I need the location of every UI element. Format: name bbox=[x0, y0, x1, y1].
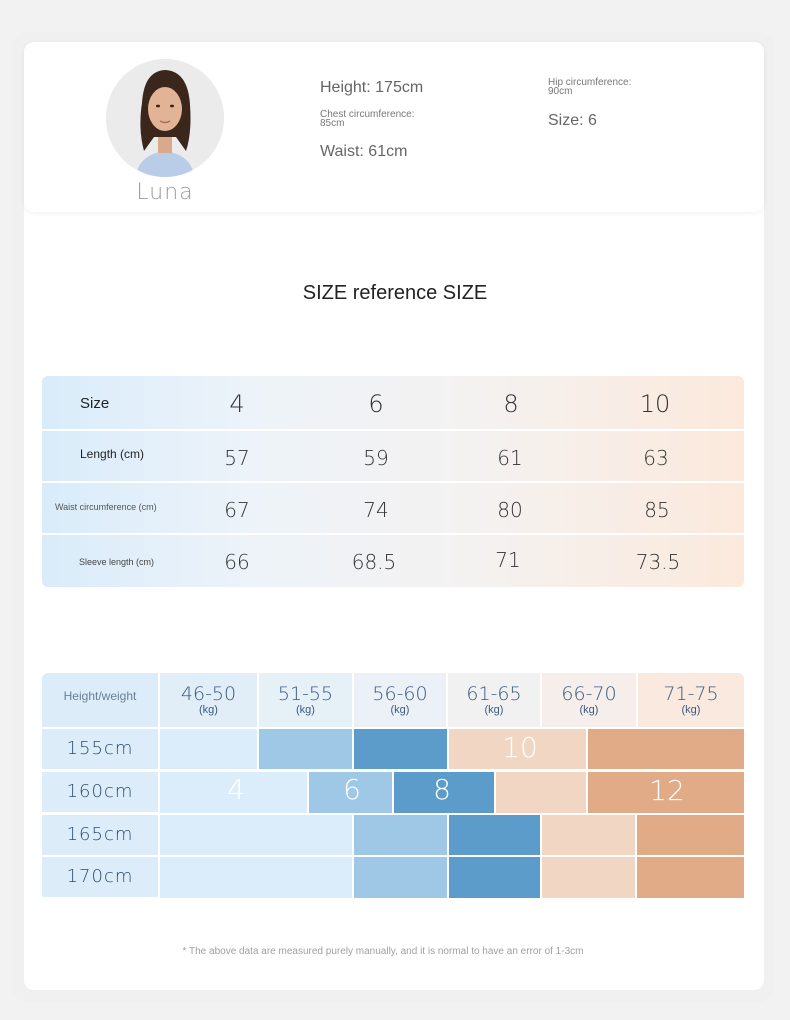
size-header-cell: 10 bbox=[639, 390, 671, 418]
size-10-label: 10 bbox=[502, 731, 538, 764]
size-8-block bbox=[449, 815, 540, 855]
size-8-label: 8 bbox=[433, 773, 451, 806]
size-12-label: 12 bbox=[649, 774, 685, 807]
row-divider bbox=[42, 429, 744, 431]
hw-header-text: Height/weight bbox=[63, 689, 137, 703]
size-header-label: Size bbox=[80, 395, 110, 412]
weight-range-value: 56-60 bbox=[372, 683, 428, 705]
table-row: Sleeve length (cm) 66 68.5 71 73.5 bbox=[42, 535, 744, 587]
table-cell: 80 bbox=[497, 498, 523, 522]
model-name: Luna bbox=[136, 180, 194, 205]
size-header-row: Size 4 6 8 10 bbox=[42, 376, 744, 429]
height-label: 160cm bbox=[42, 772, 158, 812]
model-height: Height: 175cm bbox=[320, 79, 424, 96]
size-12-block bbox=[637, 815, 744, 855]
table-cell: 85 bbox=[644, 498, 670, 522]
table-row: Waist circumference (cm) 67 74 80 85 bbox=[42, 483, 744, 533]
weight-range-value: 46-50 bbox=[180, 683, 237, 705]
size-header-cell: 8 bbox=[503, 390, 519, 418]
weight-range-value: 51-55 bbox=[277, 683, 334, 705]
model-hip: Hip circumference: 90cm bbox=[548, 77, 632, 97]
size-header-cell: 6 bbox=[368, 390, 384, 418]
weight-range: 51-55 (kg) bbox=[259, 673, 352, 727]
weight-unit: (kg) bbox=[484, 704, 504, 716]
model-waist: Waist: 61cm bbox=[320, 143, 408, 160]
row-label: Waist circumference (cm) bbox=[55, 502, 157, 512]
weight-unit: (kg) bbox=[681, 704, 701, 716]
model-card: Luna Height: 175cm Chest circumference: … bbox=[24, 42, 764, 212]
size-8-block bbox=[449, 857, 540, 898]
weight-range: 61-65 (kg) bbox=[448, 673, 540, 727]
weight-unit: (kg) bbox=[579, 704, 599, 716]
table-cell: 71 bbox=[495, 548, 521, 572]
weight-range: 56-60 (kg) bbox=[354, 673, 446, 727]
measurement-footnote: * The above data are measured purely man… bbox=[182, 946, 584, 957]
height-weight-chart: Height/weight 46-50 (kg) 51-55 (kg) 56-6… bbox=[42, 673, 744, 899]
height-label: 170cm bbox=[42, 857, 158, 897]
size-10-block bbox=[449, 729, 586, 769]
weight-range-value: 71-75 bbox=[663, 683, 719, 705]
size-6-block bbox=[354, 857, 447, 898]
size-6-label: 6 bbox=[343, 773, 361, 806]
row-label: Length (cm) bbox=[80, 447, 145, 461]
size-8-block bbox=[394, 772, 494, 813]
section-title: SIZE reference SIZE bbox=[302, 282, 488, 304]
table-cell: 68.5 bbox=[351, 550, 397, 574]
height-label: 155cm bbox=[42, 729, 158, 769]
weight-range: 66-70 (kg) bbox=[542, 673, 636, 727]
table-cell: 57 bbox=[224, 446, 250, 470]
table-cell: 66 bbox=[224, 550, 250, 574]
weight-range-value: 61-65 bbox=[466, 683, 522, 705]
table-cell: 61 bbox=[497, 446, 523, 470]
hw-header-label: Height/weight bbox=[42, 673, 158, 727]
size-table: Size 4 6 8 10 Length (cm) 57 59 61 63 Wa… bbox=[42, 376, 744, 587]
row-label: Sleeve length (cm) bbox=[79, 557, 155, 567]
size-10-block bbox=[542, 815, 635, 855]
table-cell: 73.5 bbox=[635, 550, 681, 574]
table-cell: 74 bbox=[363, 498, 389, 522]
table-cell: 59 bbox=[363, 446, 389, 470]
size-8-block bbox=[354, 729, 447, 769]
size-6-block bbox=[309, 772, 392, 813]
row-divider bbox=[42, 533, 744, 535]
weight-unit: (kg) bbox=[390, 704, 410, 716]
size-10-block bbox=[542, 857, 635, 898]
size-header-cell: 4 bbox=[229, 390, 245, 418]
size-6-block bbox=[354, 815, 447, 855]
weight-range: 46-50 (kg) bbox=[160, 673, 257, 727]
weight-unit: (kg) bbox=[296, 704, 315, 716]
height-label: 165cm bbox=[42, 815, 158, 855]
size-6-block bbox=[259, 729, 352, 769]
size-10-block bbox=[496, 772, 586, 813]
weight-range: 71-75 (kg) bbox=[638, 673, 744, 727]
size-12-block bbox=[637, 857, 744, 898]
size-12-block bbox=[588, 772, 744, 813]
model-portrait-icon bbox=[106, 59, 224, 177]
row-divider bbox=[42, 481, 744, 483]
size-12-block bbox=[588, 729, 744, 769]
weight-unit: (kg) bbox=[199, 704, 218, 716]
size-4-block bbox=[160, 857, 352, 898]
table-row: Length (cm) 57 59 61 63 bbox=[42, 431, 744, 481]
weight-range-value: 66-70 bbox=[561, 683, 617, 705]
size-4-label: 4 bbox=[227, 773, 245, 806]
size-4-block bbox=[160, 772, 307, 813]
table-cell: 63 bbox=[643, 446, 669, 470]
table-cell: 67 bbox=[224, 498, 250, 522]
model-size: Size: 6 bbox=[548, 112, 597, 129]
model-avatar bbox=[106, 59, 224, 177]
size-4-block bbox=[160, 815, 352, 855]
model-chest: Chest circumference: 85cm bbox=[320, 109, 415, 129]
size-4-block bbox=[160, 729, 257, 769]
